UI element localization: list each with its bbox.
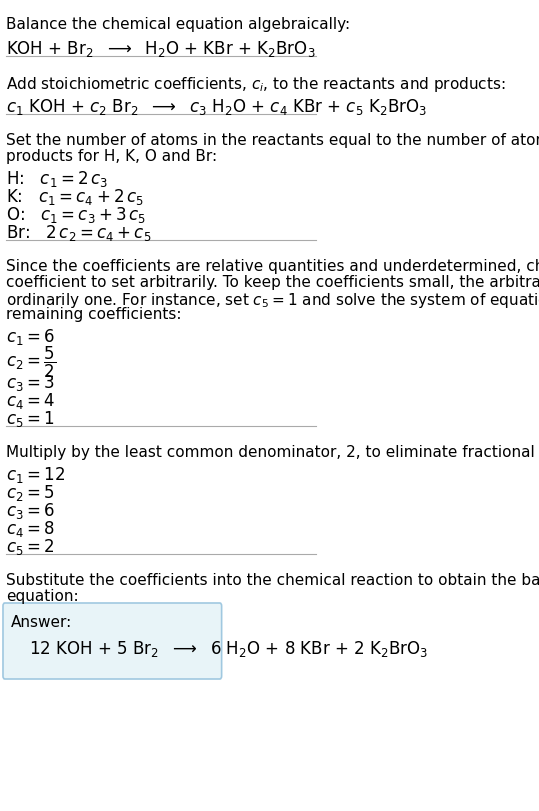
Text: Add stoichiometric coefficients, $c_i$, to the reactants and products:: Add stoichiometric coefficients, $c_i$, … <box>6 75 506 94</box>
Text: $c_1$ KOH + $c_2$ Br$_2$  $\longrightarrow$  $c_3$ H$_2$O + $c_4$ KBr + $c_5$ K$: $c_1$ KOH + $c_2$ Br$_2$ $\longrightarro… <box>6 97 427 117</box>
Text: coefficient to set arbitrarily. To keep the coefficients small, the arbitrary va: coefficient to set arbitrarily. To keep … <box>6 275 539 290</box>
Text: Substitute the coefficients into the chemical reaction to obtain the balanced: Substitute the coefficients into the che… <box>6 573 539 587</box>
Text: Br:   $2\,c_2 = c_4 + c_5$: Br: $2\,c_2 = c_4 + c_5$ <box>6 223 151 242</box>
Text: $c_3 = 3$: $c_3 = 3$ <box>6 372 54 393</box>
Text: $c_3 = 6$: $c_3 = 6$ <box>6 500 55 521</box>
Text: ordinarily one. For instance, set $c_5 = 1$ and solve the system of equations fo: ordinarily one. For instance, set $c_5 =… <box>6 290 539 310</box>
Text: $c_2 = 5$: $c_2 = 5$ <box>6 483 54 502</box>
Text: Set the number of atoms in the reactants equal to the number of atoms in the: Set the number of atoms in the reactants… <box>6 133 539 148</box>
FancyBboxPatch shape <box>3 603 222 679</box>
Text: $c_1 = 12$: $c_1 = 12$ <box>6 465 65 484</box>
Text: Answer:: Answer: <box>11 614 72 629</box>
Text: $c_2 = \dfrac{5}{2}$: $c_2 = \dfrac{5}{2}$ <box>6 345 56 380</box>
Text: Multiply by the least common denominator, 2, to eliminate fractional coefficient: Multiply by the least common denominator… <box>6 444 539 460</box>
Text: O:   $c_1 = c_3 + 3\,c_5$: O: $c_1 = c_3 + 3\,c_5$ <box>6 204 146 225</box>
Text: remaining coefficients:: remaining coefficients: <box>6 307 182 322</box>
Text: $c_4 = 8$: $c_4 = 8$ <box>6 518 55 539</box>
Text: H:   $c_1 = 2\,c_3$: H: $c_1 = 2\,c_3$ <box>6 169 108 189</box>
Text: equation:: equation: <box>6 588 79 603</box>
Text: $c_1 = 6$: $c_1 = 6$ <box>6 327 55 346</box>
Text: Since the coefficients are relative quantities and underdetermined, choose a: Since the coefficients are relative quan… <box>6 259 539 273</box>
Text: Balance the chemical equation algebraically:: Balance the chemical equation algebraica… <box>6 17 350 32</box>
Text: 12 KOH + 5 Br$_2$  $\longrightarrow$  6 H$_2$O + 8 KBr + 2 K$_2$BrO$_3$: 12 KOH + 5 Br$_2$ $\longrightarrow$ 6 H$… <box>29 638 428 659</box>
Text: $c_4 = 4$: $c_4 = 4$ <box>6 391 55 410</box>
Text: products for H, K, O and Br:: products for H, K, O and Br: <box>6 148 217 164</box>
Text: K:   $c_1 = c_4 + 2\,c_5$: K: $c_1 = c_4 + 2\,c_5$ <box>6 187 144 207</box>
Text: $c_5 = 2$: $c_5 = 2$ <box>6 536 54 556</box>
Text: $c_5 = 1$: $c_5 = 1$ <box>6 409 54 428</box>
Text: KOH + Br$_2$  $\longrightarrow$  H$_2$O + KBr + K$_2$BrO$_3$: KOH + Br$_2$ $\longrightarrow$ H$_2$O + … <box>6 39 315 59</box>
